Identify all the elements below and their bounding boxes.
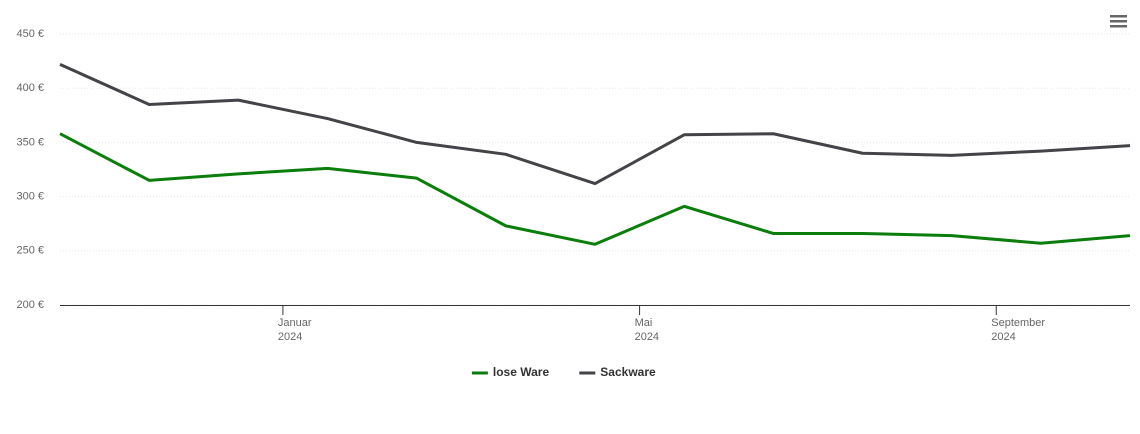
series-line: [59, 62, 1131, 186]
legend-label: lose Ware: [493, 365, 550, 379]
x-tick-label: Januar 2024: [277, 316, 312, 344]
menu-icon-bar: [1110, 20, 1127, 23]
y-tick-label: 200 €: [16, 299, 44, 311]
menu-button[interactable]: [1110, 15, 1127, 28]
y-tick-label: 250 €: [16, 245, 44, 257]
legend-item[interactable]: Sackware: [579, 365, 656, 379]
menu-icon-bar: [1110, 15, 1127, 18]
x-tick-label: Mai 2024: [634, 316, 660, 344]
menu-icon-bar: [1110, 25, 1127, 28]
series-line: [59, 132, 1131, 246]
legend-label: Sackware: [600, 365, 656, 379]
y-tick-label: 400 €: [16, 82, 44, 94]
y-tick-label: 350 €: [16, 136, 44, 148]
x-tick-label-text: Mai 2024: [634, 317, 660, 343]
legend-item[interactable]: lose Ware: [471, 365, 550, 379]
x-tick-label-text: Januar 2024: [277, 317, 312, 343]
y-tick-label: 450 €: [16, 28, 44, 40]
y-tick-label: 300 €: [16, 191, 44, 203]
x-tick-label: September 2024: [991, 316, 1046, 344]
x-tick-label-text: September 2024: [991, 317, 1046, 343]
